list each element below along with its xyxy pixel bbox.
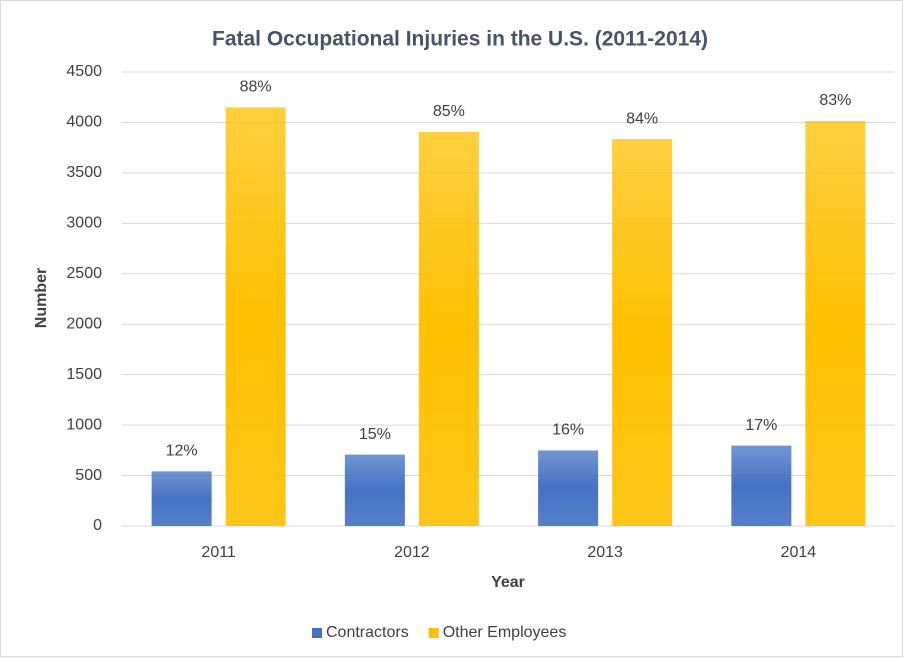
bar (151, 471, 212, 526)
legend-label: Contractors (326, 624, 409, 641)
y-tick-label: 1000 (66, 416, 102, 433)
y-tick-label: 2500 (66, 265, 102, 282)
y-tick-label: 4000 (66, 114, 102, 131)
bar (225, 107, 286, 527)
x-tick-label: 2014 (781, 544, 817, 561)
data-label: 17% (745, 417, 777, 434)
y-tick-label: 3000 (66, 215, 102, 232)
bar (612, 139, 673, 526)
data-label: 88% (240, 79, 272, 96)
y-tick-label: 3500 (66, 164, 102, 181)
bar (731, 445, 792, 526)
y-tick-label: 2000 (66, 315, 102, 332)
data-label: 85% (433, 103, 465, 120)
bar (418, 132, 479, 527)
bar (344, 454, 405, 526)
legend-swatch (428, 628, 439, 638)
bar (805, 120, 866, 526)
x-axis-label: Year (491, 574, 525, 591)
y-tick-label: 4500 (66, 63, 102, 80)
x-tick-label: 2012 (394, 544, 430, 561)
data-label: 83% (819, 92, 851, 109)
x-tick-label: 2011 (201, 544, 236, 561)
y-tick-label: 0 (93, 517, 102, 534)
legend-swatch (312, 628, 322, 638)
data-label: 15% (359, 426, 391, 443)
chart-title: Fatal Occupational Injuries in the U.S. … (212, 28, 708, 51)
y-tick-label: 500 (75, 467, 102, 484)
y-tick-label: 1500 (66, 366, 102, 383)
bar (538, 450, 599, 526)
data-label: 84% (626, 110, 658, 127)
legend-label: Other Employees (443, 624, 567, 641)
x-tick-label: 2013 (587, 544, 623, 561)
data-label: 12% (166, 443, 198, 460)
y-axis-label: Number (33, 268, 50, 328)
data-label: 16% (552, 422, 584, 439)
